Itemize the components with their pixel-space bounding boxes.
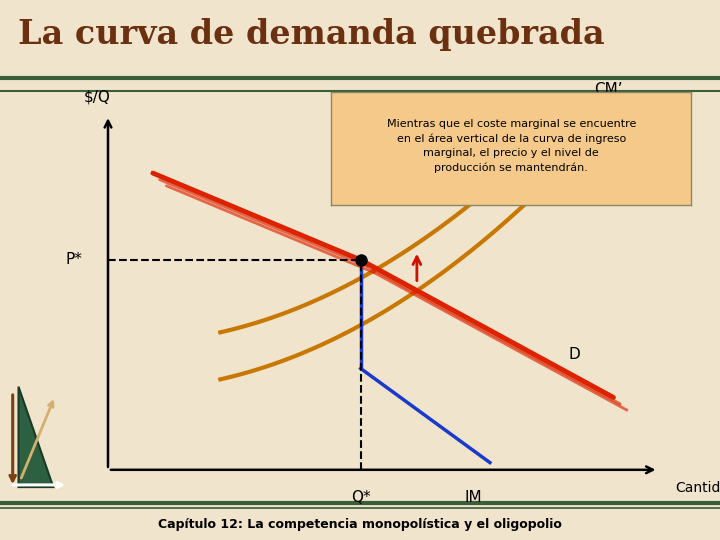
Text: CM’: CM’ <box>594 83 622 97</box>
Text: D: D <box>569 347 580 361</box>
Text: Cantidad: Cantidad <box>675 481 720 495</box>
Text: CM: CM <box>622 106 646 121</box>
Text: P*: P* <box>66 253 83 267</box>
Text: Mientras que el coste marginal se encuentre
en el área vertical de la curva de i: Mientras que el coste marginal se encuen… <box>387 119 636 173</box>
Text: $/Q: $/Q <box>84 90 110 104</box>
Polygon shape <box>19 387 53 487</box>
Text: La curva de demanda quebrada: La curva de demanda quebrada <box>18 17 605 51</box>
Text: Capítulo 12: La competencia monopolística y el oligopolio: Capítulo 12: La competencia monopolístic… <box>158 518 562 531</box>
Text: Q*: Q* <box>351 490 371 505</box>
Text: IM: IM <box>464 490 482 505</box>
